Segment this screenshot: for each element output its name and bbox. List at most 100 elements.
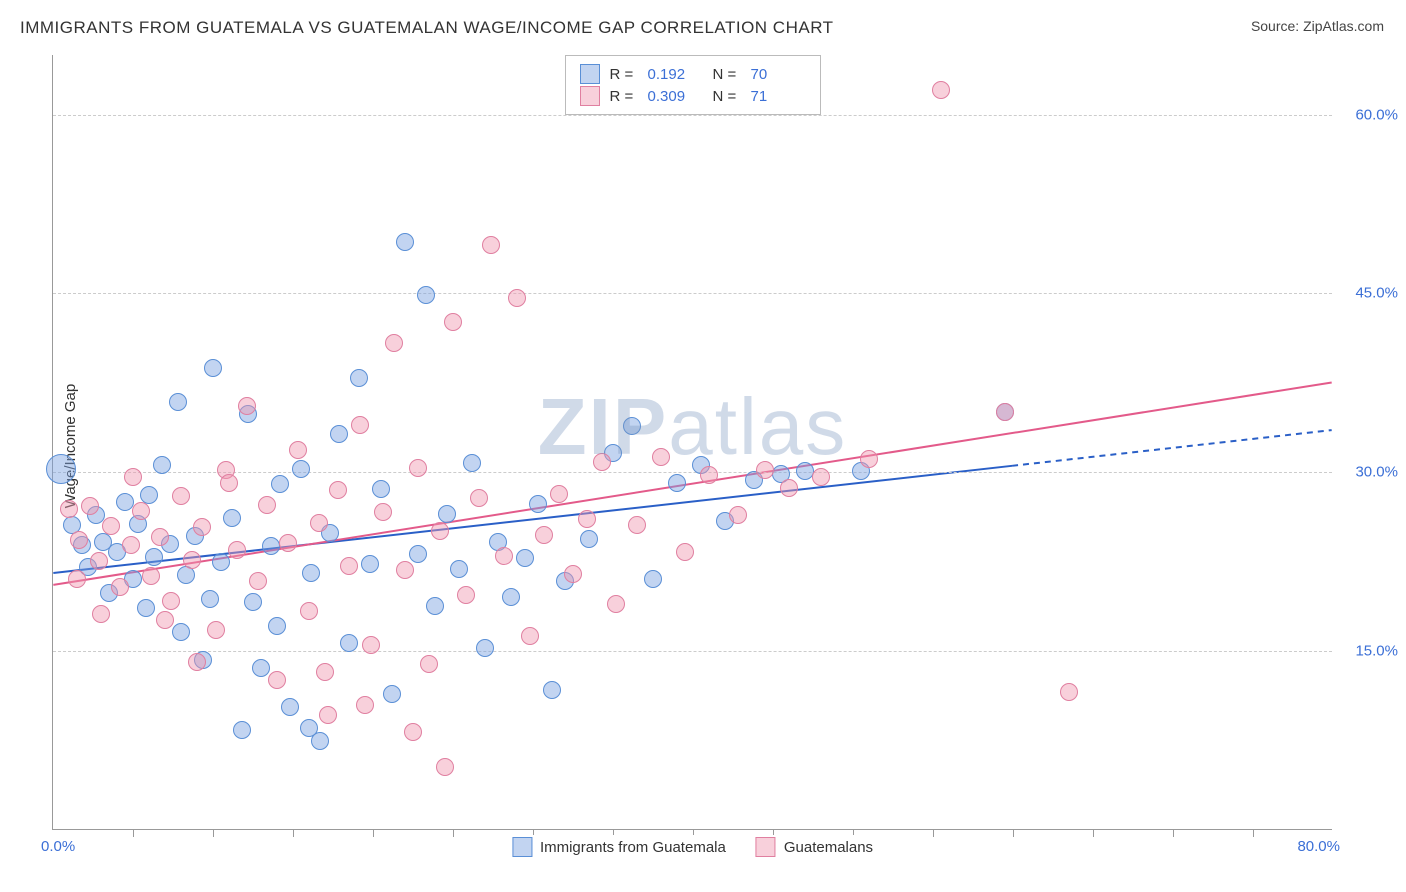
scatter-point <box>244 593 262 611</box>
scatter-point <box>607 595 625 613</box>
legend-item-pink: Guatemalans <box>756 837 873 857</box>
scatter-point <box>417 286 435 304</box>
scatter-point <box>310 514 328 532</box>
scatter-point <box>292 460 310 478</box>
scatter-point <box>156 611 174 629</box>
scatter-point <box>700 466 718 484</box>
scatter-point <box>543 681 561 699</box>
scatter-point <box>132 502 150 520</box>
scatter-point <box>249 572 267 590</box>
scatter-point <box>729 506 747 524</box>
scatter-point <box>780 479 798 497</box>
scatter-plot-area: ZIPatlas R = 0.192 N = 70 R = 0.309 N = … <box>52 55 1332 830</box>
scatter-point <box>628 516 646 534</box>
scatter-point <box>172 623 190 641</box>
scatter-point <box>212 553 230 571</box>
scatter-point <box>220 474 238 492</box>
scatter-point <box>279 534 297 552</box>
n-label: N = <box>713 88 741 105</box>
n-value-blue: 70 <box>751 66 806 83</box>
r-value-blue: 0.192 <box>648 66 703 83</box>
scatter-point <box>340 557 358 575</box>
r-label: R = <box>610 66 638 83</box>
scatter-point <box>385 334 403 352</box>
scatter-point <box>262 537 280 555</box>
x-tick <box>933 829 934 837</box>
scatter-point <box>102 517 120 535</box>
scatter-point <box>436 758 454 776</box>
trend-lines-svg <box>53 55 1332 829</box>
scatter-point <box>580 530 598 548</box>
scatter-point <box>550 485 568 503</box>
scatter-point <box>356 696 374 714</box>
scatter-point <box>578 510 596 528</box>
x-tick <box>373 829 374 837</box>
scatter-point <box>502 588 520 606</box>
scatter-point <box>300 719 318 737</box>
scatter-point <box>668 474 686 492</box>
gridline-horizontal <box>53 472 1332 473</box>
scatter-point <box>535 526 553 544</box>
scatter-point <box>268 671 286 689</box>
scatter-point <box>60 500 78 518</box>
scatter-point <box>228 541 246 559</box>
scatter-point <box>529 495 547 513</box>
x-tick <box>213 829 214 837</box>
scatter-point <box>508 289 526 307</box>
scatter-point <box>431 522 449 540</box>
trend-line-extrapolated <box>1012 430 1332 466</box>
scatter-point <box>450 560 468 578</box>
scatter-point <box>201 590 219 608</box>
legend-label-pink: Guatemalans <box>784 839 873 856</box>
scatter-point <box>153 456 171 474</box>
scatter-point <box>372 480 390 498</box>
scatter-point <box>351 416 369 434</box>
scatter-point <box>396 233 414 251</box>
n-label: N = <box>713 66 741 83</box>
legend-item-blue: Immigrants from Guatemala <box>512 837 726 857</box>
scatter-point <box>145 548 163 566</box>
scatter-point <box>361 555 379 573</box>
scatter-point <box>204 359 222 377</box>
x-tick <box>453 829 454 837</box>
scatter-point <box>329 481 347 499</box>
x-axis-min-label: 0.0% <box>41 838 75 855</box>
scatter-point <box>476 639 494 657</box>
swatch-blue <box>580 64 600 84</box>
scatter-point <box>350 369 368 387</box>
scatter-point <box>319 706 337 724</box>
scatter-point <box>644 570 662 588</box>
scatter-point <box>169 393 187 411</box>
scatter-point <box>396 561 414 579</box>
scatter-point <box>281 698 299 716</box>
scatter-point <box>812 468 830 486</box>
scatter-point <box>46 454 76 484</box>
scatter-point <box>383 685 401 703</box>
x-tick <box>1093 829 1094 837</box>
scatter-point <box>188 653 206 671</box>
scatter-point <box>238 397 256 415</box>
r-value-pink: 0.309 <box>648 88 703 105</box>
gridline-horizontal <box>53 651 1332 652</box>
scatter-point <box>68 570 86 588</box>
x-tick <box>1173 829 1174 837</box>
swatch-pink <box>756 837 776 857</box>
scatter-point <box>268 617 286 635</box>
scatter-point <box>652 448 670 466</box>
scatter-point <box>340 634 358 652</box>
scatter-point <box>70 531 88 549</box>
scatter-point <box>193 518 211 536</box>
series-legend: Immigrants from Guatemala Guatemalans <box>500 835 885 859</box>
scatter-point <box>623 417 641 435</box>
scatter-point <box>162 592 180 610</box>
swatch-pink <box>580 86 600 106</box>
x-tick <box>1253 829 1254 837</box>
swatch-blue <box>512 837 532 857</box>
scatter-point <box>860 450 878 468</box>
scatter-point <box>142 567 160 585</box>
scatter-point <box>593 453 611 471</box>
scatter-point <box>438 505 456 523</box>
scatter-point <box>470 489 488 507</box>
x-tick <box>293 829 294 837</box>
scatter-point <box>482 236 500 254</box>
